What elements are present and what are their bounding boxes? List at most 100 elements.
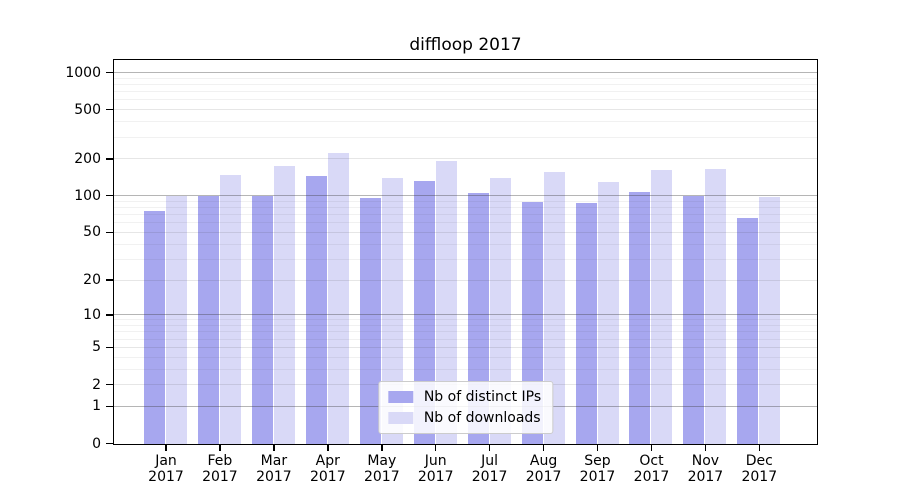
y-tick-mark — [106, 314, 113, 316]
y-tick-mark — [106, 108, 113, 111]
bar-downloads-dec — [759, 197, 781, 444]
legend-item-downloads: Nb of downloads — [387, 410, 541, 426]
gridline-9 — [114, 319, 817, 321]
bar-distinct-ips-sep — [575, 203, 597, 444]
bar-downloads-feb — [219, 174, 241, 444]
bar-downloads-jun — [435, 160, 457, 444]
x-tick-mark — [219, 445, 221, 451]
y-tick-mark — [106, 405, 113, 407]
x-tick-label-jan: Jan 2017 — [148, 453, 184, 485]
gridline-40 — [114, 243, 817, 245]
x-tick-label-feb: Feb 2017 — [202, 453, 238, 485]
gridline-800 — [114, 84, 817, 85]
x-tick-mark — [273, 445, 275, 451]
y-tick-label-10: 10 — [83, 306, 101, 323]
y-tick-mark — [106, 231, 113, 234]
x-tick-label-nov: Nov 2017 — [687, 453, 724, 485]
x-tick-label-jun: Jun 2017 — [417, 453, 454, 485]
x-tick-mark — [650, 445, 653, 451]
gridline-60 — [114, 222, 817, 224]
bar-distinct-ips-feb — [197, 196, 219, 444]
legend-swatch-downloads — [387, 412, 413, 424]
legend: Nb of distinct IPs Nb of downloads — [377, 381, 554, 434]
gridline-50 — [114, 231, 817, 233]
y-tick-label-50: 50 — [83, 224, 101, 241]
x-tick-mark — [542, 445, 545, 451]
gridline-80 — [114, 207, 817, 208]
y-tick-label-1: 1 — [92, 398, 101, 415]
x-tick-mark — [704, 445, 707, 451]
gridline-70 — [114, 214, 817, 216]
x-tick-label-apr: Apr 2017 — [309, 453, 346, 485]
x-tick-mark — [434, 445, 437, 451]
y-tick-label-100: 100 — [74, 187, 101, 204]
plot-area: Nb of distinct IPs Nb of downloads — [113, 59, 818, 445]
gridline-3 — [114, 368, 817, 370]
x-tick-label-dec: Dec 2017 — [741, 453, 778, 485]
x-tick-mark — [165, 445, 167, 451]
y-tick-label-1000: 1000 — [65, 64, 101, 81]
x-tick-mark — [596, 445, 599, 451]
gridline-900 — [114, 77, 817, 79]
gridline-20 — [114, 279, 817, 281]
gridline-7 — [114, 331, 817, 333]
gridline-4 — [114, 356, 817, 358]
gridline-300 — [114, 136, 817, 138]
y-tick-mark — [106, 71, 113, 74]
gridline-400 — [114, 121, 817, 123]
gridline-700 — [114, 91, 817, 93]
bar-distinct-ips-jun — [413, 180, 435, 444]
gridline-5 — [114, 346, 817, 348]
x-tick-label-mar: Mar 2017 — [256, 453, 292, 485]
gridline-8 — [114, 325, 817, 326]
x-tick-label-may: May 2017 — [363, 453, 400, 485]
gridline-1000 — [114, 72, 817, 73]
y-tick-label-2: 2 — [92, 376, 101, 393]
y-tick-label-5: 5 — [92, 339, 101, 356]
bar-downloads-sep — [597, 182, 619, 444]
y-tick-mark — [106, 442, 113, 445]
y-tick-label-20: 20 — [83, 272, 101, 288]
gridline-600 — [114, 99, 817, 101]
x-tick-label-jul: Jul 2017 — [471, 453, 508, 485]
bar-distinct-ips-may — [359, 197, 381, 444]
gridline-30 — [114, 258, 817, 260]
bar-downloads-jan — [166, 195, 187, 444]
x-tick-mark — [381, 445, 383, 451]
gridline-6 — [114, 338, 817, 340]
gridline-90 — [114, 200, 817, 202]
bar-downloads-mar — [273, 166, 295, 444]
x-tick-label-oct: Oct 2017 — [633, 453, 670, 485]
y-tick-label-0: 0 — [92, 435, 101, 452]
bar-distinct-ips-apr — [305, 175, 327, 444]
bar-downloads-apr — [327, 152, 349, 444]
bar-distinct-ips-jan — [144, 210, 165, 444]
legend-label-downloads: Nb of downloads — [423, 410, 541, 426]
bar-downloads-oct — [651, 169, 673, 444]
y-tick-mark — [106, 158, 113, 160]
bar-downloads-aug — [543, 172, 565, 444]
bar-distinct-ips-mar — [251, 195, 273, 444]
gridline-200 — [114, 158, 817, 160]
bar-downloads-nov — [705, 168, 727, 444]
x-tick-label-sep: Sep 2017 — [579, 453, 616, 485]
y-tick-label-500: 500 — [74, 101, 101, 118]
x-tick-mark — [488, 445, 491, 451]
gridline-10 — [114, 314, 817, 316]
y-tick-mark — [106, 383, 113, 386]
x-tick-label-aug: Aug 2017 — [525, 453, 562, 485]
x-tick-mark — [758, 445, 761, 451]
bar-downloads-may — [381, 177, 403, 444]
chart-title: diffloop 2017 — [409, 35, 522, 55]
legend-item-distinct-ips: Nb of distinct IPs — [387, 389, 541, 405]
y-tick-mark — [106, 279, 113, 281]
bar-distinct-ips-nov — [683, 195, 705, 444]
gridline-100 — [114, 195, 817, 197]
gridline-500 — [114, 109, 817, 111]
y-tick-mark — [106, 346, 113, 348]
x-tick-mark — [327, 445, 329, 451]
bar-distinct-ips-oct — [629, 192, 651, 444]
y-tick-label-200: 200 — [74, 150, 101, 167]
bar-downloads-jul — [489, 177, 511, 444]
